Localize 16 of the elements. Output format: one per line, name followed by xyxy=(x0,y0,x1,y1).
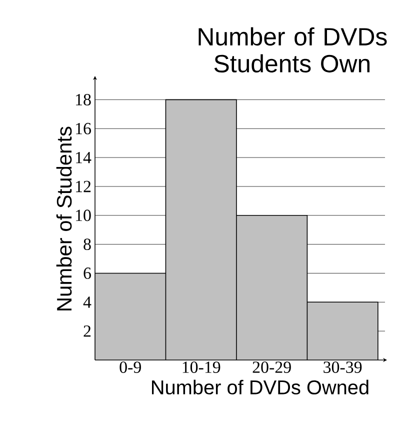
y-tick-label: 16 xyxy=(76,122,91,134)
y-tick-label: 6 xyxy=(84,268,91,279)
y-tick-label: 12 xyxy=(76,180,91,192)
y-tick-label: 18 xyxy=(76,94,91,106)
x-tick-label: 30-39 xyxy=(324,362,362,373)
y-tick-label: 10 xyxy=(76,210,91,222)
x-tick-label: 0-9 xyxy=(120,362,141,373)
y-tick-label: 2 xyxy=(84,325,91,337)
y-axis-title: Number of Students xyxy=(56,126,72,310)
chart-title: Number of DVDs Students Own xyxy=(198,27,387,72)
y-tick-label: 8 xyxy=(84,238,91,250)
x-tick-label: 20-29 xyxy=(252,362,291,373)
x-tick-label: 10-19 xyxy=(182,362,220,373)
x-axis-title: Number of DVDs Owned xyxy=(152,380,368,394)
y-tick-label: 4 xyxy=(83,296,92,308)
y-tick-label: 14 xyxy=(76,152,92,164)
